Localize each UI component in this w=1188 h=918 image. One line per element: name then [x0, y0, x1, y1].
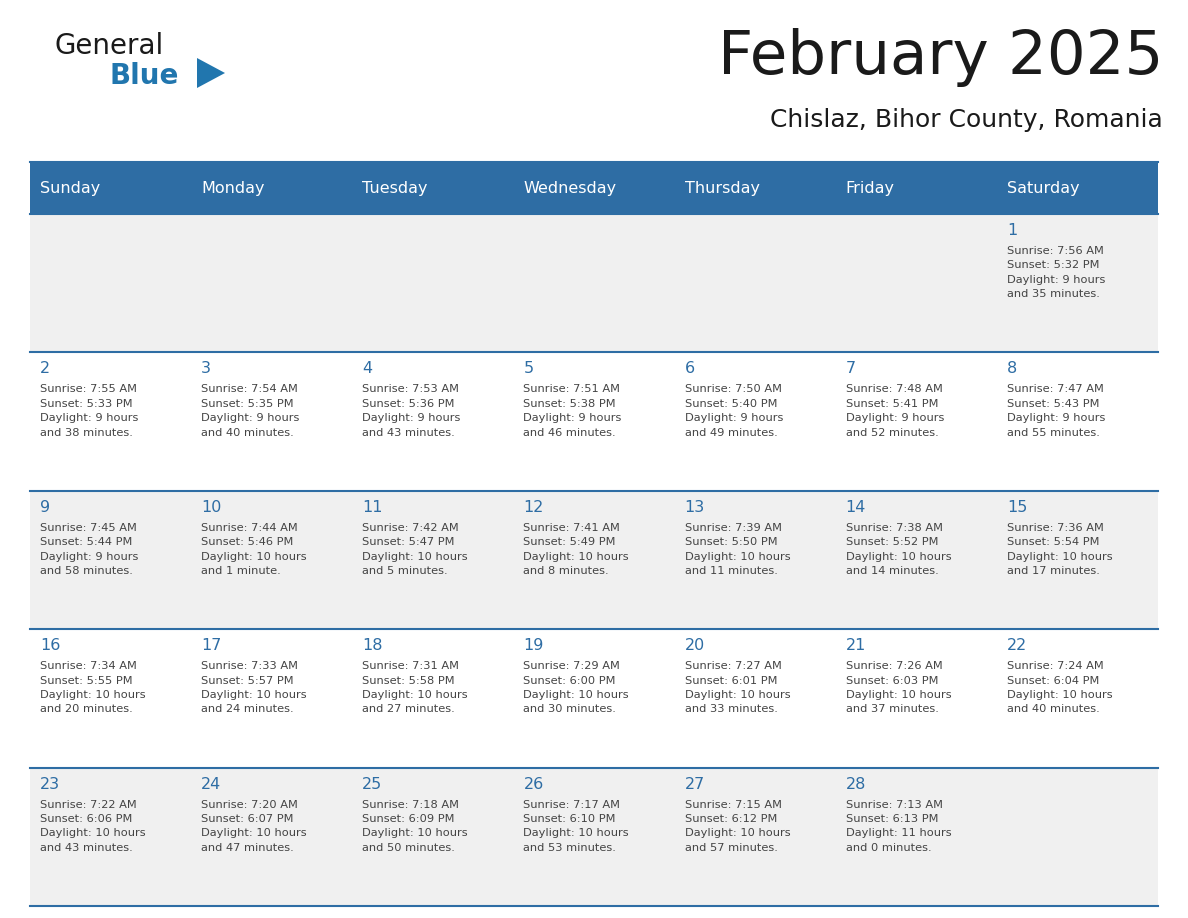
Bar — [30, 162, 191, 214]
Text: Sunrise: 7:36 AM
Sunset: 5:54 PM
Daylight: 10 hours
and 17 minutes.: Sunrise: 7:36 AM Sunset: 5:54 PM Dayligh… — [1007, 522, 1112, 576]
Text: Sunrise: 7:56 AM
Sunset: 5:32 PM
Daylight: 9 hours
and 35 minutes.: Sunrise: 7:56 AM Sunset: 5:32 PM Dayligh… — [1007, 246, 1105, 299]
Text: 19: 19 — [524, 638, 544, 654]
Text: Sunrise: 7:33 AM
Sunset: 5:57 PM
Daylight: 10 hours
and 24 minutes.: Sunrise: 7:33 AM Sunset: 5:57 PM Dayligh… — [201, 661, 307, 714]
Bar — [675, 162, 835, 214]
Text: 17: 17 — [201, 638, 221, 654]
Text: Sunrise: 7:17 AM
Sunset: 6:10 PM
Daylight: 10 hours
and 53 minutes.: Sunrise: 7:17 AM Sunset: 6:10 PM Dayligh… — [524, 800, 630, 853]
Text: Tuesday: Tuesday — [362, 181, 428, 196]
Text: General: General — [55, 32, 164, 60]
Text: Sunday: Sunday — [40, 181, 100, 196]
Text: Sunrise: 7:51 AM
Sunset: 5:38 PM
Daylight: 9 hours
and 46 minutes.: Sunrise: 7:51 AM Sunset: 5:38 PM Dayligh… — [524, 385, 621, 438]
Text: 26: 26 — [524, 777, 544, 791]
Text: 1: 1 — [1007, 223, 1017, 238]
Text: Sunrise: 7:26 AM
Sunset: 6:03 PM
Daylight: 10 hours
and 37 minutes.: Sunrise: 7:26 AM Sunset: 6:03 PM Dayligh… — [846, 661, 952, 714]
Text: 24: 24 — [201, 777, 221, 791]
Text: Sunrise: 7:53 AM
Sunset: 5:36 PM
Daylight: 9 hours
and 43 minutes.: Sunrise: 7:53 AM Sunset: 5:36 PM Dayligh… — [362, 385, 461, 438]
Text: 10: 10 — [201, 499, 221, 515]
Text: Sunrise: 7:47 AM
Sunset: 5:43 PM
Daylight: 9 hours
and 55 minutes.: Sunrise: 7:47 AM Sunset: 5:43 PM Dayligh… — [1007, 385, 1105, 438]
Text: 15: 15 — [1007, 499, 1028, 515]
Text: 4: 4 — [362, 362, 372, 376]
Text: Friday: Friday — [846, 181, 895, 196]
Text: Sunrise: 7:39 AM
Sunset: 5:50 PM
Daylight: 10 hours
and 11 minutes.: Sunrise: 7:39 AM Sunset: 5:50 PM Dayligh… — [684, 522, 790, 576]
Text: 3: 3 — [201, 362, 211, 376]
Text: Sunrise: 7:42 AM
Sunset: 5:47 PM
Daylight: 10 hours
and 5 minutes.: Sunrise: 7:42 AM Sunset: 5:47 PM Dayligh… — [362, 522, 468, 576]
Text: Sunrise: 7:48 AM
Sunset: 5:41 PM
Daylight: 9 hours
and 52 minutes.: Sunrise: 7:48 AM Sunset: 5:41 PM Dayligh… — [846, 385, 944, 438]
Text: 9: 9 — [40, 499, 50, 515]
Text: Sunrise: 7:22 AM
Sunset: 6:06 PM
Daylight: 10 hours
and 43 minutes.: Sunrise: 7:22 AM Sunset: 6:06 PM Dayligh… — [40, 800, 146, 853]
Polygon shape — [197, 58, 225, 88]
Text: Sunrise: 7:50 AM
Sunset: 5:40 PM
Daylight: 9 hours
and 49 minutes.: Sunrise: 7:50 AM Sunset: 5:40 PM Dayligh… — [684, 385, 783, 438]
Text: 21: 21 — [846, 638, 866, 654]
Bar — [835, 162, 997, 214]
Text: Sunrise: 7:27 AM
Sunset: 6:01 PM
Daylight: 10 hours
and 33 minutes.: Sunrise: 7:27 AM Sunset: 6:01 PM Dayligh… — [684, 661, 790, 714]
Text: Sunrise: 7:55 AM
Sunset: 5:33 PM
Daylight: 9 hours
and 38 minutes.: Sunrise: 7:55 AM Sunset: 5:33 PM Dayligh… — [40, 385, 138, 438]
Text: Sunrise: 7:45 AM
Sunset: 5:44 PM
Daylight: 9 hours
and 58 minutes.: Sunrise: 7:45 AM Sunset: 5:44 PM Dayligh… — [40, 522, 138, 576]
Text: Saturday: Saturday — [1007, 181, 1080, 196]
Text: 18: 18 — [362, 638, 383, 654]
Text: 6: 6 — [684, 362, 695, 376]
Text: 11: 11 — [362, 499, 383, 515]
Text: 2: 2 — [40, 362, 50, 376]
Text: Monday: Monday — [201, 181, 265, 196]
Bar — [513, 162, 675, 214]
Text: Chislaz, Bihor County, Romania: Chislaz, Bihor County, Romania — [770, 108, 1163, 132]
Bar — [997, 162, 1158, 214]
Text: Sunrise: 7:38 AM
Sunset: 5:52 PM
Daylight: 10 hours
and 14 minutes.: Sunrise: 7:38 AM Sunset: 5:52 PM Dayligh… — [846, 522, 952, 576]
Text: Thursday: Thursday — [684, 181, 759, 196]
Bar — [30, 491, 1158, 629]
Text: Sunrise: 7:34 AM
Sunset: 5:55 PM
Daylight: 10 hours
and 20 minutes.: Sunrise: 7:34 AM Sunset: 5:55 PM Dayligh… — [40, 661, 146, 714]
Text: Sunrise: 7:41 AM
Sunset: 5:49 PM
Daylight: 10 hours
and 8 minutes.: Sunrise: 7:41 AM Sunset: 5:49 PM Dayligh… — [524, 522, 630, 576]
Text: 14: 14 — [846, 499, 866, 515]
Bar — [30, 353, 1158, 491]
Text: 12: 12 — [524, 499, 544, 515]
Text: 22: 22 — [1007, 638, 1028, 654]
Bar — [30, 767, 1158, 906]
Bar — [191, 162, 353, 214]
Text: Sunrise: 7:54 AM
Sunset: 5:35 PM
Daylight: 9 hours
and 40 minutes.: Sunrise: 7:54 AM Sunset: 5:35 PM Dayligh… — [201, 385, 299, 438]
Text: Sunrise: 7:15 AM
Sunset: 6:12 PM
Daylight: 10 hours
and 57 minutes.: Sunrise: 7:15 AM Sunset: 6:12 PM Dayligh… — [684, 800, 790, 853]
Text: 25: 25 — [362, 777, 383, 791]
Text: Sunrise: 7:20 AM
Sunset: 6:07 PM
Daylight: 10 hours
and 47 minutes.: Sunrise: 7:20 AM Sunset: 6:07 PM Dayligh… — [201, 800, 307, 853]
Text: 16: 16 — [40, 638, 61, 654]
Bar — [353, 162, 513, 214]
Bar — [30, 629, 1158, 767]
Text: 20: 20 — [684, 638, 704, 654]
Text: Sunrise: 7:18 AM
Sunset: 6:09 PM
Daylight: 10 hours
and 50 minutes.: Sunrise: 7:18 AM Sunset: 6:09 PM Dayligh… — [362, 800, 468, 853]
Text: February 2025: February 2025 — [718, 28, 1163, 87]
Text: 8: 8 — [1007, 362, 1017, 376]
Text: Sunrise: 7:24 AM
Sunset: 6:04 PM
Daylight: 10 hours
and 40 minutes.: Sunrise: 7:24 AM Sunset: 6:04 PM Dayligh… — [1007, 661, 1112, 714]
Text: 5: 5 — [524, 362, 533, 376]
Text: Sunrise: 7:29 AM
Sunset: 6:00 PM
Daylight: 10 hours
and 30 minutes.: Sunrise: 7:29 AM Sunset: 6:00 PM Dayligh… — [524, 661, 630, 714]
Text: 23: 23 — [40, 777, 61, 791]
Text: 13: 13 — [684, 499, 704, 515]
Text: Sunrise: 7:31 AM
Sunset: 5:58 PM
Daylight: 10 hours
and 27 minutes.: Sunrise: 7:31 AM Sunset: 5:58 PM Dayligh… — [362, 661, 468, 714]
Text: Blue: Blue — [110, 62, 179, 90]
Text: Sunrise: 7:13 AM
Sunset: 6:13 PM
Daylight: 11 hours
and 0 minutes.: Sunrise: 7:13 AM Sunset: 6:13 PM Dayligh… — [846, 800, 952, 853]
Text: 28: 28 — [846, 777, 866, 791]
Bar — [30, 214, 1158, 353]
Text: 7: 7 — [846, 362, 855, 376]
Text: Sunrise: 7:44 AM
Sunset: 5:46 PM
Daylight: 10 hours
and 1 minute.: Sunrise: 7:44 AM Sunset: 5:46 PM Dayligh… — [201, 522, 307, 576]
Text: Wednesday: Wednesday — [524, 181, 617, 196]
Text: 27: 27 — [684, 777, 704, 791]
